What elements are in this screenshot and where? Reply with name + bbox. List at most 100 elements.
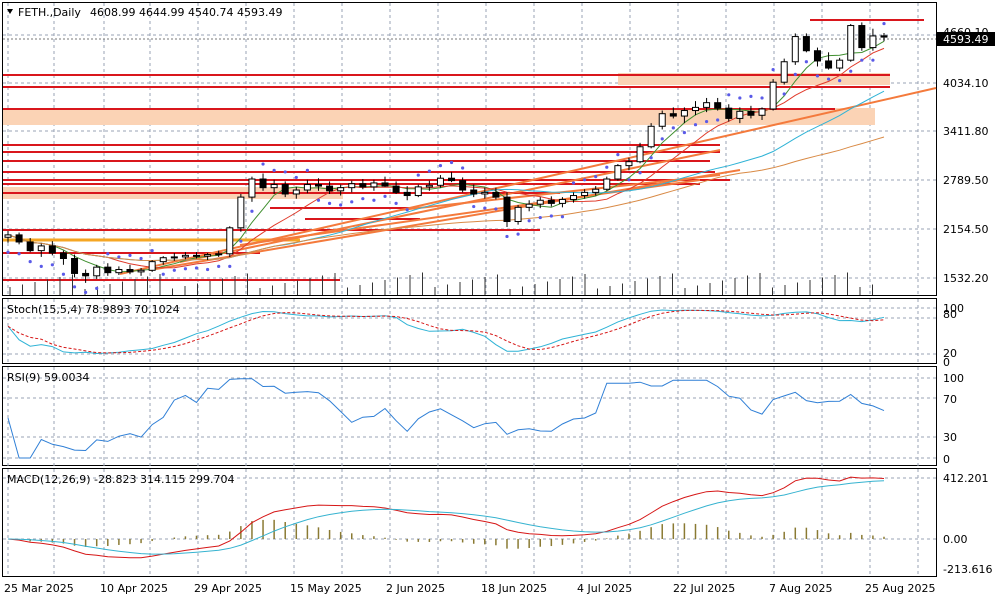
candle-body [326,185,334,192]
candle [614,164,622,181]
psar-dot [205,267,210,272]
psar-dot [228,264,232,268]
ma-long-line [7,136,885,262]
symbol-label: FETH.,Daily [18,6,81,19]
grid [3,3,936,577]
candle [747,105,755,119]
candle-body [392,185,400,193]
macd-tick: -213.616 [943,563,992,576]
psar-dot [616,153,620,157]
candle [237,193,245,232]
current-price-badge [937,32,995,46]
candle [758,107,766,120]
psar-dot [716,118,720,122]
candle-body [470,189,478,195]
psar-dot [50,263,54,267]
candle-body [337,187,345,192]
candle [270,179,278,194]
candle [59,250,67,265]
candle-body [825,60,833,69]
psar-dot [538,215,542,220]
candle [470,184,478,198]
psar-dot [693,123,698,127]
candle-body [314,184,322,187]
candle-body [703,102,711,108]
psar-dot [438,164,443,168]
psar-dot [283,170,287,174]
candle-body [691,106,699,112]
candle [204,252,212,261]
candle [880,33,888,42]
candle-body [525,203,533,208]
candle [492,187,500,200]
candle-body [370,182,378,188]
candle-body [15,234,23,243]
stoch-title: Stoch(15,5,4) 78.9893 70.1024 [7,303,180,316]
candle-body [170,256,178,259]
candle-body [725,107,733,119]
psar-dot [826,77,831,81]
candle-body [869,35,877,49]
psar-dot [583,178,587,182]
candle [714,97,722,111]
candle [869,28,877,51]
candle [37,243,45,257]
y-tick-label: 2154.50 [943,223,989,236]
psar-dot [6,250,10,254]
psar-dot [39,264,43,268]
psar-dot [194,266,199,270]
date-label: 4 Jul 2025 [577,582,632,595]
candle-body [259,178,267,189]
candle-body [625,161,633,167]
candle-body [791,36,799,63]
dropdown-triangle-icon[interactable] [7,9,13,14]
rsi-tick: 100 [943,372,964,385]
candle-body [614,165,622,180]
psar-dot [483,206,487,210]
psar-dot [749,94,753,98]
psar-dot [183,267,188,271]
supply-zone [3,108,875,125]
candle [337,184,345,196]
candle-body [4,234,12,238]
candle [570,192,578,203]
candle-body [581,191,589,197]
psar-dot [383,194,387,198]
psar-dot [150,249,154,253]
psar-dot [505,234,509,239]
candlesticks[interactable] [4,22,888,283]
psar-dot [516,232,520,236]
rsi-line [7,378,885,459]
rsi-title: RSI(9) 59.0034 [7,371,89,384]
psar-dot [860,58,864,62]
stoch-tick: 20 [943,347,957,360]
candle [769,79,777,111]
psar-dot [272,168,276,172]
rsi-tick: 30 [943,431,957,444]
macd-tick: 412.201 [943,472,989,485]
date-label: 2 Jun 2025 [386,582,445,595]
psar-dot [472,204,476,209]
candle-body [71,257,79,274]
candle [248,176,256,202]
candle-body [680,110,688,117]
psar-dot [671,126,675,130]
ohlc-quote: 4608.99 4644.99 4540.74 4593.49 [90,6,282,19]
candle-body [115,269,123,274]
candle [658,110,666,130]
candle-body [481,191,489,195]
candle-body [736,110,744,119]
candle [813,47,821,67]
candle-body [303,184,311,191]
candle [669,107,677,119]
candle [259,173,267,191]
candle [547,196,555,207]
candle [4,230,12,243]
stoch-signal-line [7,309,885,354]
y-tick-label: 2789.50 [943,174,989,187]
candle-body [248,178,256,198]
macd-tick: 0.00 [943,533,968,546]
candle [558,197,566,208]
candle-body [813,50,821,62]
